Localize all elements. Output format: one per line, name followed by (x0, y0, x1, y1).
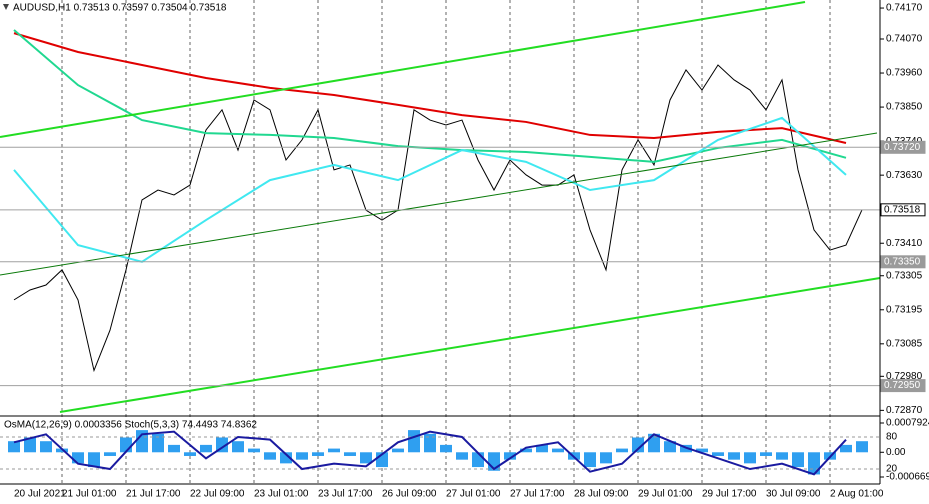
histogram-bar (248, 448, 260, 453)
histogram-bar (120, 437, 132, 453)
histogram-bar (296, 452, 308, 460)
histogram-bar (776, 452, 788, 460)
y-tick-label: 0.73085 (886, 338, 923, 349)
x-tick-label: 21 Jul 17:00 (126, 489, 181, 500)
symbol-icon (3, 4, 9, 10)
histogram-bar (840, 444, 852, 453)
level-box (880, 140, 926, 154)
histogram-bar (88, 452, 100, 468)
histogram-bar (392, 448, 404, 453)
histogram-bar (280, 452, 292, 464)
histogram-bar (56, 448, 68, 453)
y-tick-label: 0.73305 (886, 270, 923, 281)
histogram-bar (456, 452, 468, 460)
x-tick-label: 21 Jul 01:00 (62, 489, 117, 500)
histogram-bar (8, 441, 20, 453)
histogram-bar (312, 452, 324, 456)
level-label: 0.73518 (884, 204, 921, 215)
series-line (13, 64, 863, 373)
y-tick-label: 0.73960 (886, 68, 923, 79)
histogram-bar (328, 448, 340, 453)
series-line (13, 116, 847, 263)
histogram-bar (696, 448, 708, 453)
histogram-bar (632, 437, 644, 453)
histogram-bar (520, 448, 532, 453)
histogram-bar (712, 452, 724, 456)
series-line (13, 32, 847, 144)
level-label: 0.72950 (884, 380, 921, 391)
histogram-bar (40, 441, 52, 453)
level-label: 0.73350 (884, 256, 921, 267)
histogram-bar (792, 452, 804, 468)
series-line (13, 29, 847, 163)
x-tick-label: 20 Jul 2021 (14, 489, 66, 500)
x-tick-label: 22 Jul 09:00 (190, 489, 245, 500)
histogram-bar (200, 444, 212, 453)
y-tick-label: 0.74070 (886, 34, 923, 45)
histogram-bar (648, 433, 660, 453)
x-tick-label: 23 Jul 01:00 (254, 489, 309, 500)
histogram-bar (856, 441, 868, 453)
histogram-bar (136, 430, 148, 453)
histogram-bar (232, 441, 244, 453)
histogram-bar (504, 452, 516, 460)
level-label: 0.73720 (884, 142, 921, 153)
indicator-title: OsMA(12,26,9) 0.0003356 Stoch(5,3,3) 74.… (4, 420, 257, 431)
x-tick-label: 28 Jul 09:00 (574, 489, 629, 500)
y-tick-label: 0.0007924 (886, 418, 929, 429)
y-tick-label: 0.00 (886, 447, 906, 458)
histogram-bar (536, 444, 548, 453)
histogram-bar (728, 452, 740, 460)
histogram-bar (184, 452, 196, 456)
histogram-bar (664, 441, 676, 453)
level-box (880, 203, 926, 217)
channel-lower (59, 277, 881, 413)
x-tick-label: 27 Jul 17:00 (510, 489, 565, 500)
y-tick-label: -0.000669 (886, 472, 929, 483)
histogram-bar (616, 448, 628, 453)
y-tick-label: 0.74170 (886, 3, 923, 14)
series-line (13, 430, 847, 476)
histogram-bar (584, 452, 596, 468)
y-tick-label: 0.73410 (886, 238, 923, 249)
chart-title: AUDUSD,H1 0.73513 0.73597 0.73504 0.7351… (13, 3, 227, 14)
y2-tick-label: 20 (886, 464, 898, 475)
x-tick-label: 2 Aug 01:00 (830, 489, 884, 500)
histogram-bar (472, 452, 484, 468)
histogram-bar (744, 452, 756, 464)
x-tick-label: 27 Jul 01:00 (446, 489, 501, 500)
histogram-bar (344, 452, 356, 456)
y-tick-label: 0.73630 (886, 170, 923, 181)
x-tick-label: 30 Jul 09:00 (766, 489, 821, 500)
y-tick-label: 0.72980 (886, 371, 923, 382)
histogram-bar (264, 452, 276, 460)
y2-tick-label: 80 (886, 432, 898, 443)
x-tick-label: 23 Jul 17:00 (318, 489, 373, 500)
y-tick-label: 0.73195 (886, 304, 923, 315)
y-tick-label: 0.72870 (886, 405, 923, 416)
histogram-bar (600, 452, 612, 464)
histogram-bar (360, 452, 372, 464)
x-tick-label: 26 Jul 09:00 (382, 489, 437, 500)
x-tick-label: 29 Jul 17:00 (702, 489, 757, 500)
level-box (880, 255, 926, 269)
histogram-bar (104, 452, 116, 456)
histogram-bar (152, 433, 164, 453)
histogram-bar (408, 430, 420, 453)
histogram-bar (168, 444, 180, 453)
histogram-bar (552, 448, 564, 453)
channel-middle (0, 132, 878, 276)
channel-upper (0, 1, 806, 138)
level-box (880, 379, 926, 393)
y-tick-label: 0.73850 (886, 102, 923, 113)
histogram-bar (760, 452, 772, 456)
histogram-bar (72, 452, 84, 464)
histogram-bar (424, 433, 436, 453)
histogram-bar (24, 437, 36, 453)
x-tick-label: 29 Jul 01:00 (638, 489, 693, 500)
histogram-bar (440, 444, 452, 453)
